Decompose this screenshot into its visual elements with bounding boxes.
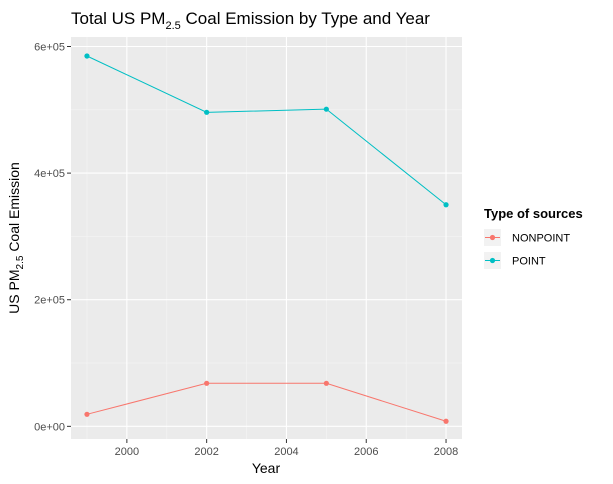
data-point-nonpoint — [84, 411, 90, 417]
data-point-nonpoint — [204, 380, 210, 386]
data-point-point — [204, 109, 210, 115]
chart-title: Total US PM2.5 Coal Emission by Type and… — [71, 9, 430, 32]
x-tick-label: 2002 — [194, 446, 218, 458]
data-point-point — [443, 202, 449, 208]
legend-label-nonpoint: NONPOINT — [512, 233, 570, 245]
legend-label-point: POINT — [512, 256, 546, 268]
x-axis-ticks: 2000 2002 2004 2006 2008 — [115, 439, 458, 458]
data-point-nonpoint — [443, 418, 449, 424]
x-axis-title: Year — [252, 460, 281, 476]
legend-point-nonpoint — [489, 234, 496, 241]
legend-point-point — [489, 257, 496, 264]
data-point-nonpoint — [323, 380, 329, 386]
series-layer — [84, 53, 449, 424]
data-point-point — [323, 106, 329, 112]
chart-title-subscript: 2.5 — [165, 20, 180, 32]
x-tick-label: 2004 — [274, 446, 298, 458]
data-point-point — [84, 53, 90, 59]
chart-title-prefix: Total US PM — [71, 9, 165, 28]
legend: Type of sources NONPOINT POINT — [484, 206, 583, 269]
series-line-nonpoint — [86, 382, 447, 422]
plot-panel — [71, 37, 462, 439]
series-line-point — [86, 55, 447, 206]
x-tick-label: 2006 — [354, 446, 378, 458]
y-tick-label: 4e+05 — [34, 168, 65, 180]
y-tick-label: 0e+00 — [34, 421, 65, 433]
x-tick-label: 2008 — [434, 446, 458, 458]
chart-title-suffix: Coal Emission by Type and Year — [181, 9, 431, 28]
y-axis-title-suffix: Coal Emission — [6, 162, 22, 255]
y-axis-title: US PM2.5 Coal Emission — [6, 162, 26, 314]
x-tick-label: 2000 — [115, 446, 139, 458]
y-axis-title-subscript: 2.5 — [15, 255, 26, 269]
y-axis-ticks: 0e+00 2e+05 4e+05 6e+05 — [34, 41, 71, 433]
legend-title: Type of sources — [484, 206, 583, 221]
y-tick-label: 2e+05 — [34, 295, 65, 307]
grid-major — [71, 37, 462, 439]
y-tick-label: 6e+05 — [34, 41, 65, 53]
y-axis-title-prefix: US PM — [6, 269, 22, 313]
grid-minor — [71, 37, 462, 439]
